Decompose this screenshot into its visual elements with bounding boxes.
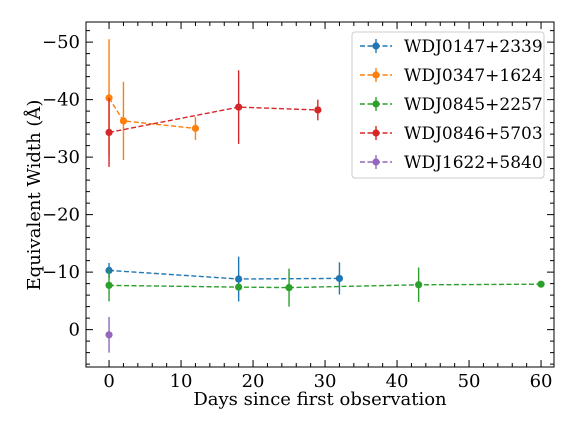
legend-label: WDJ0347+1624 [404,66,543,86]
legend-box [351,31,545,179]
data-point [191,124,200,132]
x-tick-label: 20 [242,371,265,392]
axis-ticks [86,22,554,367]
y-tick-label: −10 [42,262,80,283]
data-point [335,274,344,283]
legend-marker [372,100,380,108]
data-point [235,283,243,291]
y-tick-label: −20 [42,205,80,226]
x-tick-label: 60 [530,371,553,392]
legend-item: WDJ0845+2257 [360,95,543,115]
tick-labels: 0 10 20 30 40 50 60 0 −10 −20 −30 −40 −50 [42,32,552,392]
data-point [105,128,113,136]
y-tick-label: 0 [69,320,80,341]
legend-marker [372,129,380,137]
legend-label: WDJ0845+2257 [404,95,543,115]
series-WDJ0147+2339 [105,256,344,302]
x-tick-label: 10 [170,371,193,392]
series-line [108,106,318,134]
data-point [105,281,113,289]
series-WDJ0347+1624 [105,39,200,160]
series-WDJ0846+5703 [105,70,322,167]
data-point [314,106,322,114]
data-point [235,275,243,283]
data-point [105,331,113,339]
x-tick-label: 0 [103,371,114,392]
legend-label: WDJ0147+2339 [404,37,543,57]
data-point [235,103,243,111]
legend-label: WDJ1622+5840 [404,153,543,173]
series-WDJ1622+5840 [105,316,113,353]
x-tick-label: 50 [458,371,481,392]
plot-frame [85,21,555,368]
data-point [537,280,545,288]
legend-item: WDJ1622+5840 [360,153,543,173]
series-line [108,269,340,280]
legend-item: WDJ0846+5703 [360,124,543,144]
legend-marker [372,71,380,79]
data-point [415,281,423,289]
legend-marker [372,158,380,166]
legend-item: WDJ0347+1624 [360,66,543,86]
y-tick-label: −40 [42,90,80,111]
legend-item: WDJ0147+2339 [360,37,543,57]
plot-area [105,39,545,353]
data-point [119,117,128,125]
x-axis-label: Days since first observation [193,389,447,410]
series-WDJ0845+2257 [105,267,545,307]
x-tick-label: 30 [314,371,337,392]
legend-label: WDJ0846+5703 [404,124,543,144]
series-line [108,283,542,289]
legend: WDJ0147+2339 WDJ0347+1624 WDJ0845+2257 WDJ0… [351,31,545,179]
data-point [285,284,293,292]
y-tick-label: −50 [42,32,80,53]
x-tick-label: 40 [386,371,409,392]
y-axis-label: Equivalent Width (Å) [23,100,45,291]
legend-marker [372,42,380,50]
y-tick-label: −30 [42,147,80,168]
